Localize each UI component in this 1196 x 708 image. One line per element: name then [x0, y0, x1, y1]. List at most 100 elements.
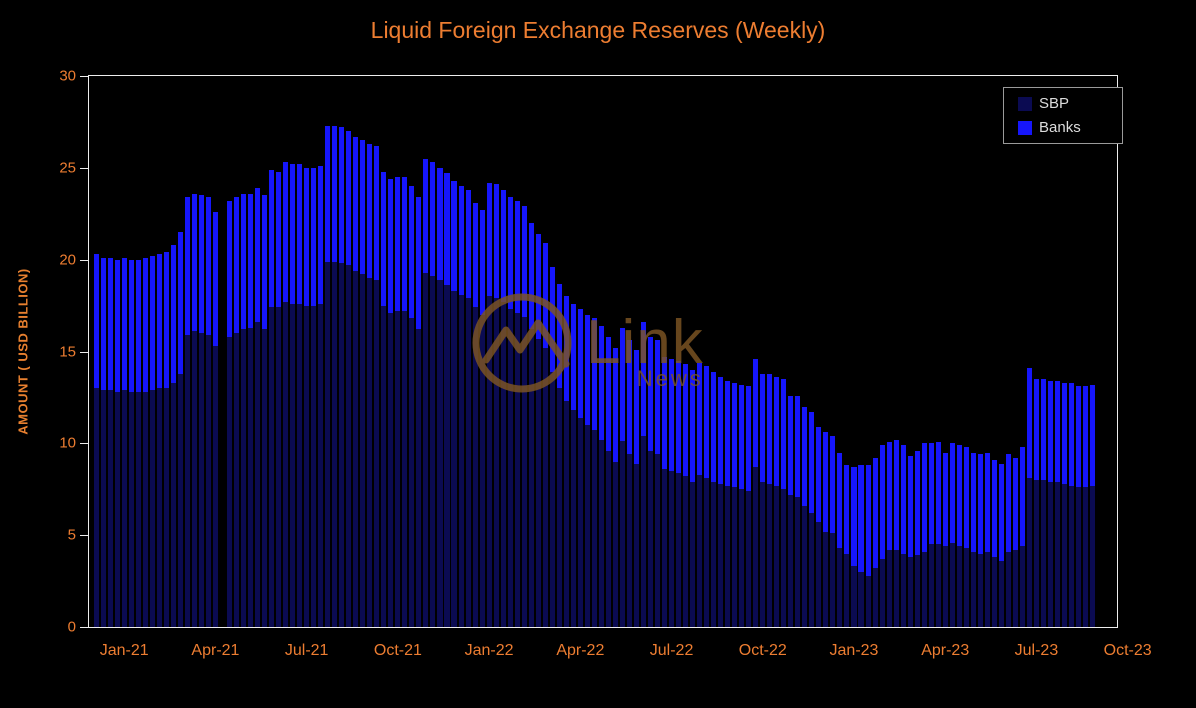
- banks-segment: [598, 325, 604, 440]
- sbp-segment: [732, 487, 738, 627]
- x-tick-label: Jan-22: [464, 642, 514, 659]
- banks-segment: [423, 158, 429, 273]
- bar-week-17: [212, 211, 218, 627]
- banks-segment: [458, 186, 464, 295]
- bar-week-66: [556, 283, 562, 627]
- bar-week-84: [683, 364, 689, 627]
- legend-label-sbp: SBP: [1039, 95, 1070, 112]
- bar-week-124: [963, 447, 969, 627]
- banks-segment: [984, 452, 990, 552]
- bar-week-64: [542, 243, 548, 627]
- bar-week-78: [640, 322, 646, 627]
- banks-segment: [991, 459, 997, 558]
- banks-segment: [570, 303, 576, 411]
- sbp-segment: [662, 469, 668, 627]
- sbp-segment: [1005, 551, 1011, 627]
- bar-week-92: [739, 384, 745, 627]
- legend-swatch-banks: [1018, 120, 1032, 135]
- sbp-segment: [1047, 481, 1053, 627]
- bar-week-76: [626, 340, 632, 627]
- banks-segment: [381, 171, 387, 306]
- banks-segment: [739, 384, 745, 490]
- bar-week-60: [514, 200, 520, 627]
- bar-week-137: [1054, 380, 1060, 627]
- sbp-segment: [240, 329, 247, 627]
- bar-week-45: [409, 186, 415, 627]
- bar-week-109: [858, 465, 864, 627]
- bar-week-47: [423, 158, 429, 627]
- banks-segment: [114, 259, 120, 392]
- bar-week-53: [465, 189, 471, 627]
- bar-week-140: [1076, 386, 1082, 627]
- banks-segment: [605, 336, 611, 451]
- sbp-segment: [493, 298, 499, 627]
- y-tick-mark: [80, 351, 88, 353]
- bar-week-34: [332, 125, 338, 627]
- sbp-segment: [409, 318, 415, 627]
- banks-segment: [662, 357, 668, 470]
- bar-week-74: [612, 347, 618, 627]
- sbp-segment: [1068, 485, 1075, 627]
- sbp-segment: [444, 285, 450, 627]
- sbp-segment: [858, 571, 864, 627]
- bar-week-38: [360, 140, 366, 627]
- bar-week-52: [458, 186, 464, 627]
- banks-segment: [409, 186, 415, 319]
- banks-segment: [500, 189, 506, 302]
- sbp-segment: [346, 265, 352, 627]
- bar-week-29: [297, 164, 303, 627]
- bar-week-135: [1040, 379, 1046, 627]
- bar-week-100: [795, 395, 801, 627]
- x-tick-label: Oct-22: [738, 642, 787, 659]
- banks-segment: [297, 164, 303, 304]
- bar-week-30: [304, 167, 310, 627]
- sbp-segment: [395, 311, 401, 627]
- sbp-segment: [1033, 480, 1039, 627]
- sbp-segment: [388, 312, 394, 627]
- banks-segment: [633, 349, 639, 464]
- sbp-segment: [956, 546, 962, 627]
- bar-week-90: [725, 380, 731, 627]
- sbp-segment: [191, 331, 197, 627]
- sbp-segment: [507, 309, 513, 627]
- sbp-segment: [914, 555, 920, 627]
- banks-segment: [647, 336, 654, 451]
- sbp-segment: [269, 307, 275, 627]
- bar-week-98: [781, 379, 787, 627]
- sbp-segment: [128, 391, 134, 627]
- sbp-segment: [156, 388, 162, 627]
- bar-week-13: [184, 197, 190, 627]
- bar-week-73: [605, 336, 611, 627]
- bar-week-22: [248, 193, 254, 627]
- bar-week-20: [233, 197, 239, 627]
- banks-segment: [795, 395, 801, 497]
- bar-week-24: [262, 195, 268, 627]
- sbp-segment: [556, 388, 562, 627]
- bar-week-11: [170, 244, 176, 627]
- legend-swatch-sbp: [1018, 96, 1032, 111]
- bar-week-9: [156, 254, 162, 627]
- sbp-segment: [760, 481, 766, 627]
- banks-segment: [563, 296, 569, 402]
- banks-segment: [93, 254, 99, 389]
- banks-segment: [732, 382, 738, 488]
- bar-week-113: [886, 441, 892, 628]
- bar-week-134: [1033, 379, 1039, 627]
- sbp-segment: [718, 483, 724, 627]
- sbp-segment: [142, 391, 148, 627]
- bar-week-36: [346, 131, 352, 627]
- sbp-segment: [1054, 481, 1060, 627]
- banks-segment: [374, 145, 380, 280]
- banks-segment: [332, 125, 338, 262]
- sbp-segment: [949, 542, 955, 627]
- bar-week-131: [1012, 458, 1018, 627]
- sbp-segment: [486, 296, 492, 627]
- banks-segment: [1083, 386, 1089, 488]
- sbp-segment: [304, 305, 310, 627]
- x-tick-label: Jul-21: [284, 642, 329, 659]
- bar-week-139: [1068, 382, 1075, 627]
- banks-segment: [816, 426, 822, 523]
- bar-week-50: [444, 173, 450, 627]
- y-tick-mark: [80, 443, 88, 445]
- plot-area: 0 5 10 15 20 25 30 Jan-21 Apr-21 Jul-21 Oct-21 Jan…: [59, 68, 1151, 660]
